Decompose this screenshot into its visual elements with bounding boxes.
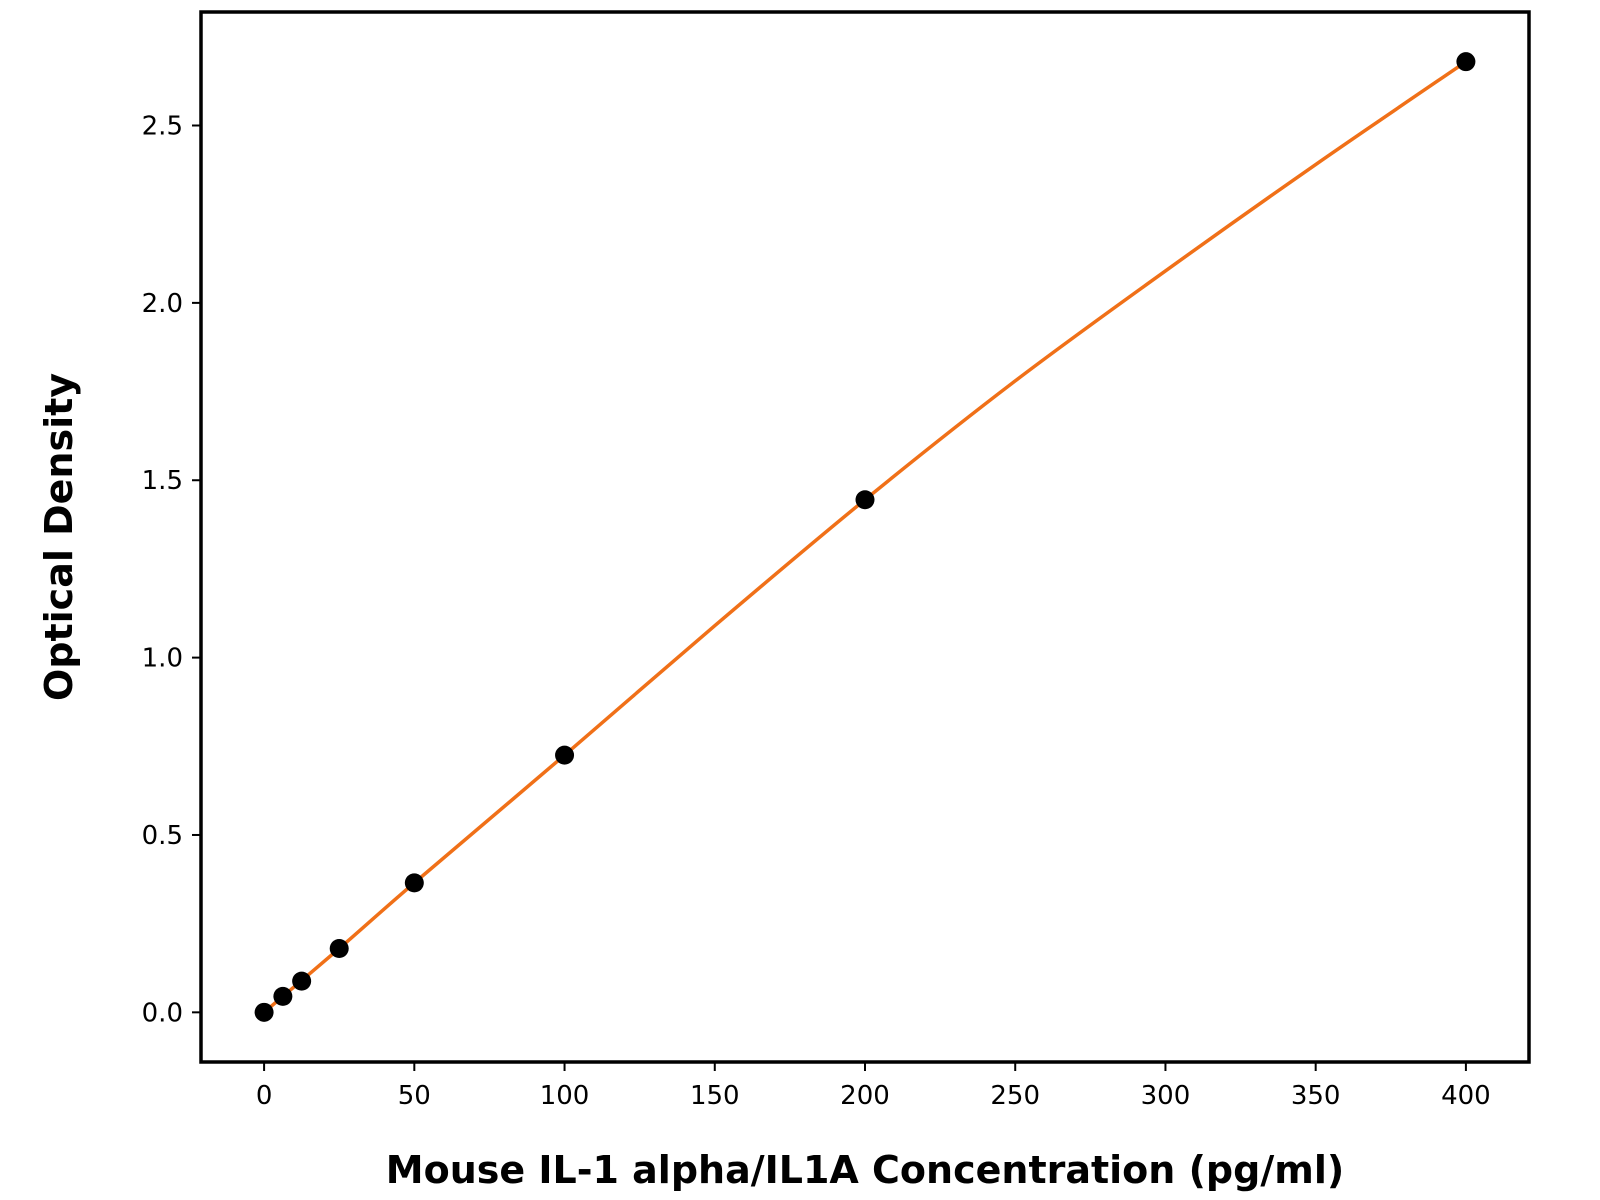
data-point <box>855 490 875 510</box>
x-tick-label: 350 <box>1291 1081 1341 1111</box>
y-tick-label: 0.5 <box>142 821 183 851</box>
x-tick-label: 150 <box>690 1081 740 1111</box>
data-point <box>555 745 575 765</box>
y-axis-ticks: 0.0 0.5 1.0 1.5 2.0 2.5 <box>142 112 201 1028</box>
x-tick-label: 300 <box>1141 1081 1191 1111</box>
data-point <box>404 873 424 893</box>
x-axis-ticks: 0 50 100 150 200 250 300 350 400 <box>256 1062 1491 1111</box>
y-tick-label: 0.0 <box>142 998 183 1028</box>
data-point <box>292 971 312 991</box>
x-tick-label: 50 <box>398 1081 431 1111</box>
y-tick-label: 1.0 <box>142 644 183 674</box>
y-tick-label: 2.0 <box>142 289 183 319</box>
x-tick-label: 100 <box>540 1081 590 1111</box>
x-tick-label: 400 <box>1441 1081 1491 1111</box>
data-point <box>329 938 349 958</box>
x-tick-label: 250 <box>990 1081 1040 1111</box>
data-point <box>254 1002 274 1022</box>
plot-frame <box>199 10 1531 1064</box>
y-axis-title: Optical Density <box>37 373 81 701</box>
data-point <box>273 986 293 1006</box>
data-points <box>254 52 1476 1022</box>
data-point <box>1456 52 1476 72</box>
x-tick-label: 0 <box>256 1081 273 1111</box>
x-tick-label: 200 <box>840 1081 890 1111</box>
x-axis-title: Mouse IL-1 alpha/IL1A Concentration (pg/… <box>386 1148 1344 1192</box>
plot-area <box>201 12 1529 1062</box>
y-tick-label: 1.5 <box>142 466 183 496</box>
y-tick-label: 2.5 <box>142 112 183 142</box>
